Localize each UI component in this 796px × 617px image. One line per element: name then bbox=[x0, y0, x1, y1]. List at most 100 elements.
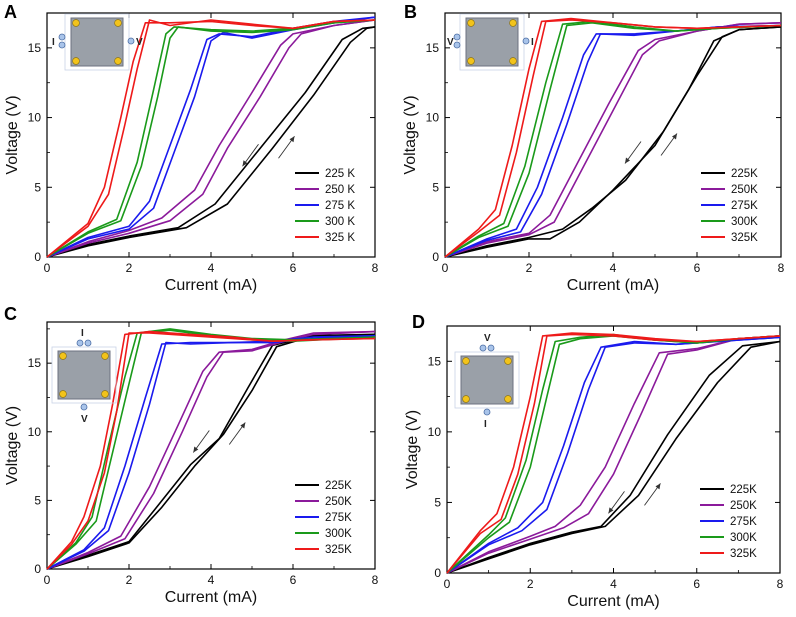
series-line-325k-down bbox=[46, 330, 376, 570]
legend-label: 325K bbox=[731, 232, 758, 244]
sample-inset-diagram: IV bbox=[51, 328, 117, 425]
y-tick-label: 10 bbox=[28, 425, 42, 439]
series-line-225k-down bbox=[446, 340, 781, 574]
contact-pad bbox=[509, 19, 517, 27]
x-tick-label: 4 bbox=[208, 573, 215, 587]
contact-pad bbox=[504, 395, 512, 403]
x-tick-label: 6 bbox=[290, 261, 297, 275]
probe-dot bbox=[453, 41, 461, 49]
inset-left-label: I bbox=[52, 37, 55, 48]
series-line-250k-down bbox=[446, 335, 781, 574]
x-tick-label: 6 bbox=[693, 577, 700, 591]
sweep-arrowhead-up bbox=[240, 422, 246, 429]
contact-pad bbox=[114, 57, 122, 65]
series-line-250k-up bbox=[46, 19, 376, 258]
series-line-325k-down bbox=[446, 332, 781, 574]
legend-label: 225K bbox=[731, 168, 758, 180]
x-tick-label: 0 bbox=[44, 573, 51, 587]
panel-letter: B bbox=[404, 2, 417, 22]
probe-dot bbox=[84, 339, 92, 347]
probe-dot bbox=[76, 339, 84, 347]
sweep-arrowhead-down bbox=[608, 507, 614, 514]
series-line-250k-down bbox=[46, 330, 376, 570]
y-tick-label: 5 bbox=[432, 180, 439, 194]
y-tick-label: 0 bbox=[34, 562, 41, 576]
inset-bottom-label: V bbox=[81, 414, 88, 425]
legend-label: 250 K bbox=[325, 184, 355, 196]
sample-square bbox=[57, 350, 111, 400]
x-axis-title: Current (mA) bbox=[165, 589, 257, 606]
x-tick-label: 4 bbox=[610, 261, 617, 275]
series-line-300k-down bbox=[444, 20, 782, 258]
legend-label: 225K bbox=[325, 480, 352, 492]
contact-pad bbox=[101, 390, 109, 398]
legend-label: 225 K bbox=[325, 168, 355, 180]
inset-top-label: I bbox=[81, 328, 84, 339]
series-line-225k-down bbox=[46, 26, 376, 258]
x-axis-title: Current (mA) bbox=[567, 277, 659, 294]
inset-right-label: V bbox=[136, 37, 143, 48]
legend-label: 225K bbox=[730, 484, 757, 496]
x-tick-label: 8 bbox=[778, 261, 785, 275]
y-tick-label: 5 bbox=[434, 495, 441, 509]
series-line-300k-up bbox=[46, 19, 376, 258]
x-tick-label: 0 bbox=[442, 261, 449, 275]
x-axis-title: Current (mA) bbox=[567, 593, 659, 610]
y-tick-label: 0 bbox=[432, 250, 439, 264]
series-line-225k-down bbox=[444, 26, 782, 258]
panel-letter: A bbox=[4, 2, 17, 22]
legend-label: 300K bbox=[325, 528, 352, 540]
y-axis-title: Voltage (V) bbox=[4, 406, 21, 485]
contact-pad bbox=[114, 19, 122, 27]
legend-label: 250K bbox=[325, 496, 352, 508]
x-tick-label: 2 bbox=[126, 573, 133, 587]
probe-dot bbox=[80, 403, 88, 411]
legend-label: 325K bbox=[325, 544, 352, 556]
contact-pad bbox=[59, 390, 67, 398]
probe-dot bbox=[58, 41, 66, 49]
contact-pad bbox=[509, 57, 517, 65]
y-axis-title: Voltage (V) bbox=[402, 95, 419, 174]
x-tick-label: 0 bbox=[44, 261, 51, 275]
y-tick-label: 15 bbox=[28, 356, 42, 370]
y-tick-label: 10 bbox=[28, 111, 42, 125]
legend-label: 325K bbox=[730, 548, 757, 560]
x-tick-label: 8 bbox=[372, 261, 379, 275]
legend-label: 300K bbox=[731, 216, 758, 228]
x-axis-title: Current (mA) bbox=[165, 277, 257, 294]
sweep-arrowhead-down bbox=[193, 446, 199, 453]
y-tick-label: 0 bbox=[434, 566, 441, 580]
probe-dot bbox=[58, 33, 66, 41]
x-tick-label: 4 bbox=[610, 577, 617, 591]
legend-label: 300 K bbox=[325, 216, 355, 228]
x-tick-label: 8 bbox=[777, 577, 784, 591]
y-tick-label: 0 bbox=[34, 250, 41, 264]
legend-label: 275K bbox=[730, 516, 757, 528]
legend-label: 275K bbox=[731, 200, 758, 212]
y-axis-title: Voltage (V) bbox=[404, 410, 421, 489]
x-tick-label: 2 bbox=[527, 577, 534, 591]
x-tick-label: 2 bbox=[126, 261, 133, 275]
y-tick-label: 5 bbox=[34, 180, 41, 194]
probe-dot bbox=[453, 33, 461, 41]
probe-dot bbox=[483, 408, 491, 416]
sweep-arrowhead-down bbox=[242, 160, 248, 167]
sample-square bbox=[460, 355, 514, 405]
contact-pad bbox=[467, 19, 475, 27]
series-line-225k-up bbox=[46, 26, 376, 258]
legend-label: 250K bbox=[731, 184, 758, 196]
series-line-275k-down bbox=[446, 336, 781, 574]
legend-label: 275 K bbox=[325, 200, 355, 212]
y-tick-label: 10 bbox=[426, 111, 440, 125]
panel-letter: C bbox=[4, 304, 17, 324]
inset-right-label: I bbox=[531, 37, 534, 48]
x-tick-label: 0 bbox=[444, 577, 451, 591]
x-tick-label: 8 bbox=[372, 573, 379, 587]
inset-left-label: V bbox=[447, 37, 454, 48]
series-line-225k-up bbox=[446, 340, 781, 574]
x-tick-label: 6 bbox=[290, 573, 297, 587]
panel-letter: D bbox=[412, 312, 425, 332]
y-tick-label: 10 bbox=[428, 425, 442, 439]
series-line-325k-down bbox=[444, 17, 782, 258]
